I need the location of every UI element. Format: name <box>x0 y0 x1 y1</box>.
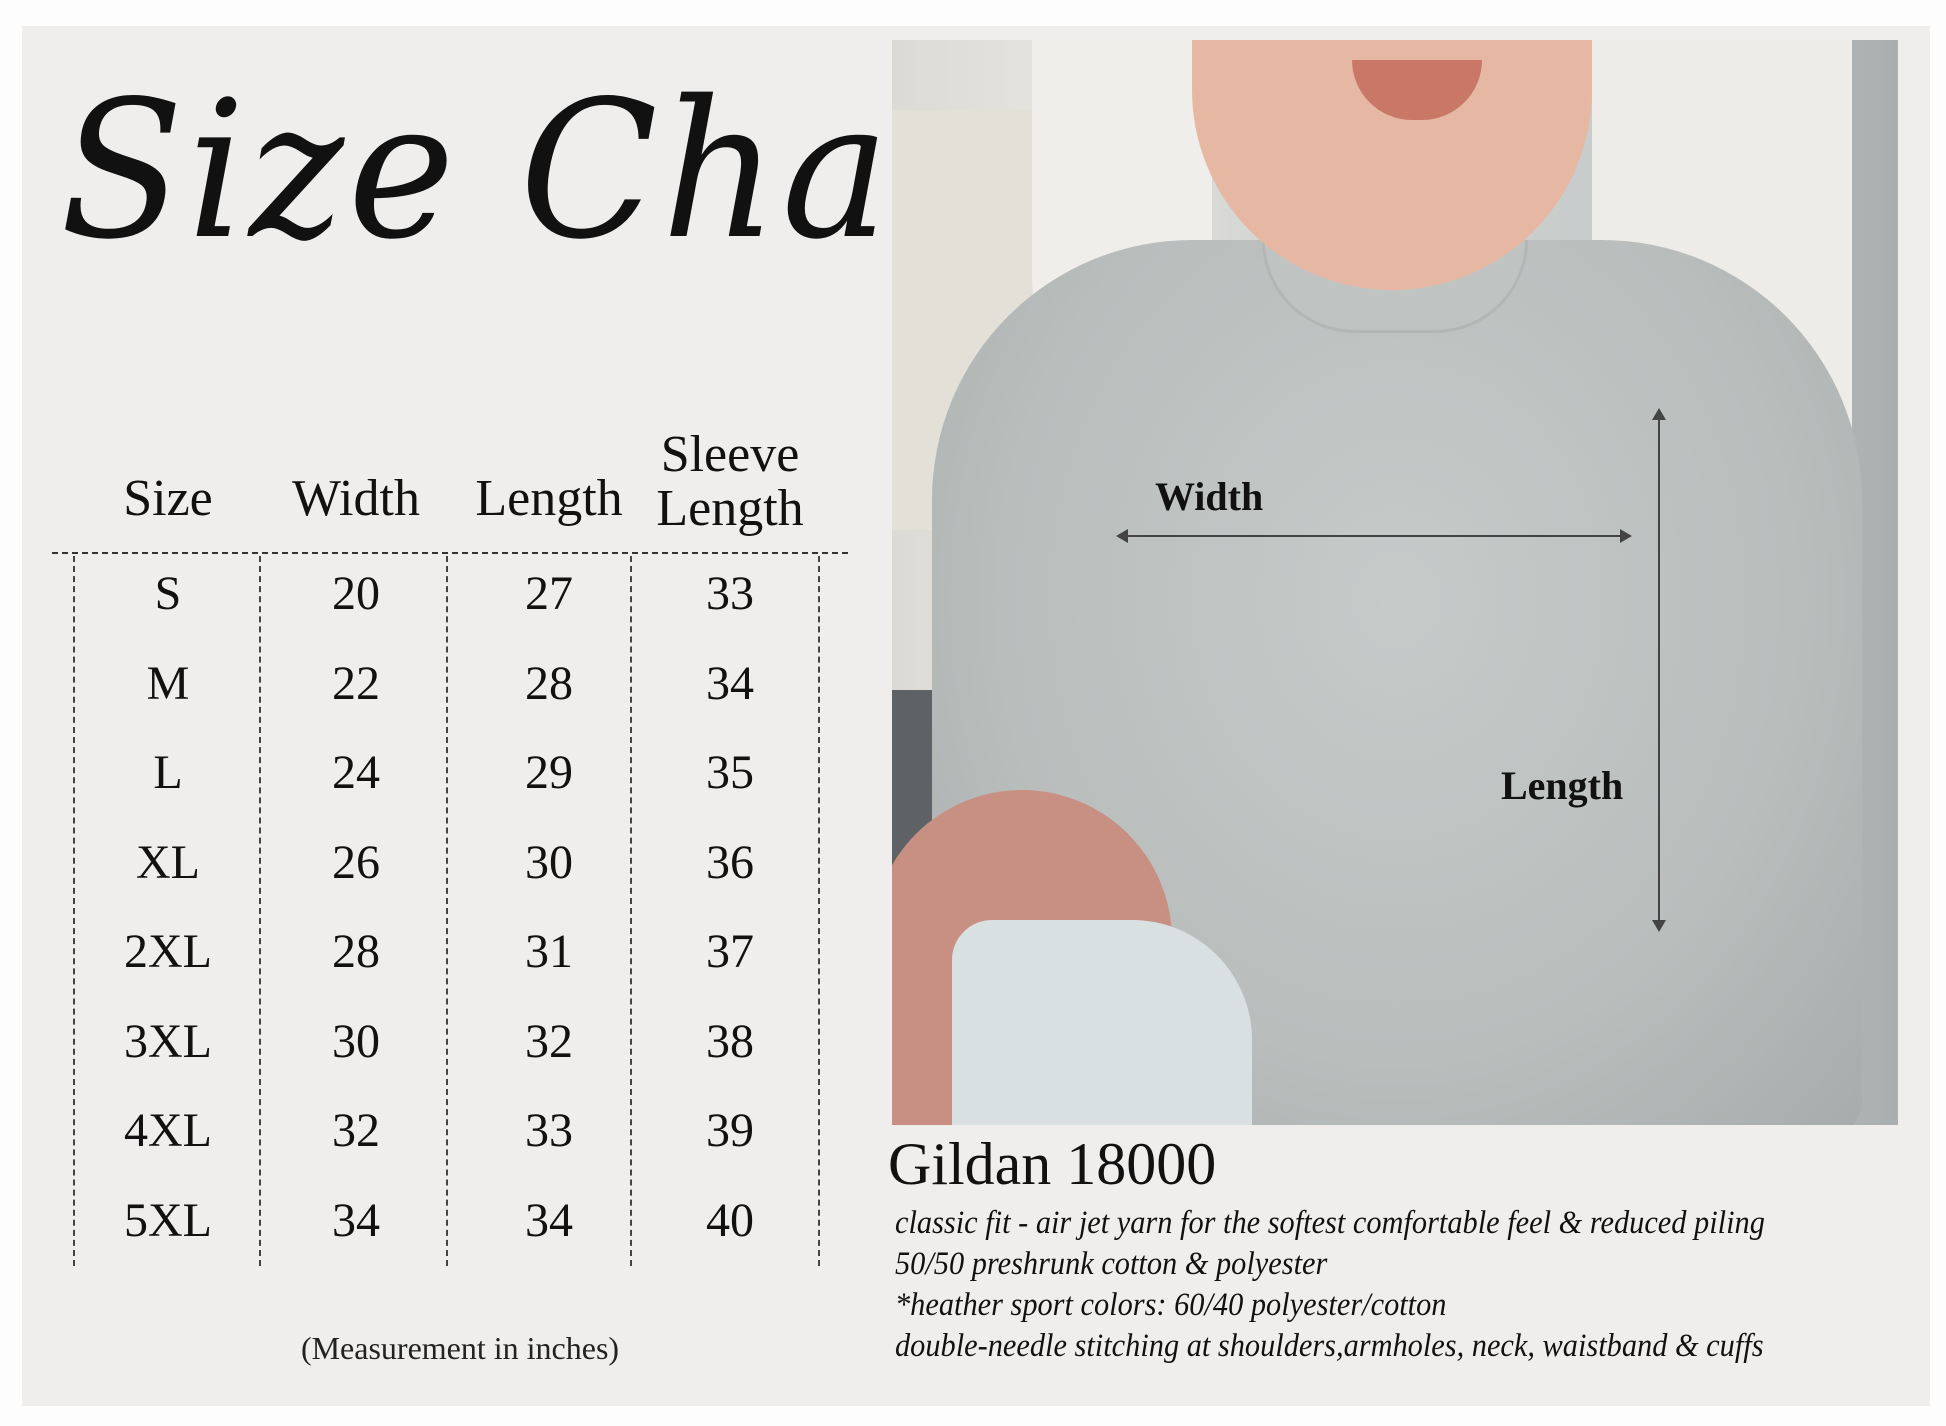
measurement-cell: 37 <box>706 925 754 978</box>
measurement-cell: 33 <box>525 1104 573 1157</box>
size-cell: 4XL <box>124 1104 212 1157</box>
length-label: Length <box>1501 763 1624 808</box>
measurement-cell: 39 <box>706 1104 754 1157</box>
measurement-cell: 31 <box>525 925 573 978</box>
size-cell: S <box>154 567 182 620</box>
measurement-cell: 30 <box>525 835 573 889</box>
measurement-cell: 20 <box>332 567 380 620</box>
size-cell: 2XL <box>124 925 212 978</box>
measurement-cell: 27 <box>525 567 573 620</box>
arrowhead-icon <box>1620 529 1632 543</box>
measurement-cell: 32 <box>332 1104 380 1157</box>
header-size: Size <box>123 470 213 527</box>
width-arrow <box>1118 535 1630 537</box>
product-desc-line: double-needle stitching at shoulders,arm… <box>895 1328 1764 1364</box>
measurement-cell: 32 <box>525 1014 573 1068</box>
measurement-cell: 34 <box>525 1193 573 1247</box>
model-photo: Width Length <box>892 40 1898 1125</box>
measurement-cell: 36 <box>706 835 754 889</box>
measurement-cell: 34 <box>706 656 754 710</box>
header-sleeve-top: Sleeve <box>660 426 800 483</box>
header-sleeve-bottom: Length <box>656 480 804 537</box>
arrowhead-icon <box>1652 408 1666 420</box>
column-divider <box>446 556 448 1266</box>
size-cell: 5XL <box>124 1193 212 1247</box>
size-cell: 3XL <box>124 1014 212 1068</box>
column-divider <box>259 556 261 1266</box>
size-cell: XL <box>136 835 200 889</box>
width-label: Width <box>1155 474 1264 519</box>
measurement-cell: 40 <box>706 1193 754 1247</box>
measurement-cell: 28 <box>525 656 573 710</box>
measurement-cell: 24 <box>332 746 380 799</box>
column-divider <box>630 556 632 1266</box>
header-length: Length <box>475 470 623 527</box>
measurement-cell: 38 <box>706 1014 754 1068</box>
product-model: Gildan 18000 <box>888 1131 1217 1197</box>
measurement-cell: 29 <box>525 746 573 799</box>
product-desc-line: *heather sport colors: 60/40 polyester/c… <box>895 1287 1447 1323</box>
page-title: Size Chart <box>60 60 1060 281</box>
measurement-cell: 30 <box>332 1014 380 1068</box>
arrowhead-icon <box>1116 529 1128 543</box>
measurement-note: (Measurement in inches) <box>300 1330 620 1366</box>
measurement-cell: 26 <box>332 835 380 889</box>
measurement-cell: 35 <box>706 746 754 799</box>
measurement-cell: 33 <box>706 567 754 620</box>
column-divider <box>818 556 820 1266</box>
measurement-cell: 28 <box>332 925 380 978</box>
header-width: Width <box>292 470 420 527</box>
size-cell: L <box>153 746 183 799</box>
arrowhead-icon <box>1652 920 1666 932</box>
measurement-cell: 34 <box>332 1193 380 1247</box>
product-desc-line: 50/50 preshrunk cotton & polyester <box>895 1246 1328 1282</box>
length-arrow <box>1658 412 1660 927</box>
measurement-cell: 22 <box>332 656 380 710</box>
column-divider <box>73 556 75 1266</box>
product-desc-line: classic fit - air jet yarn for the softe… <box>895 1205 1765 1241</box>
size-cell: M <box>146 656 190 710</box>
header-divider <box>52 552 848 554</box>
